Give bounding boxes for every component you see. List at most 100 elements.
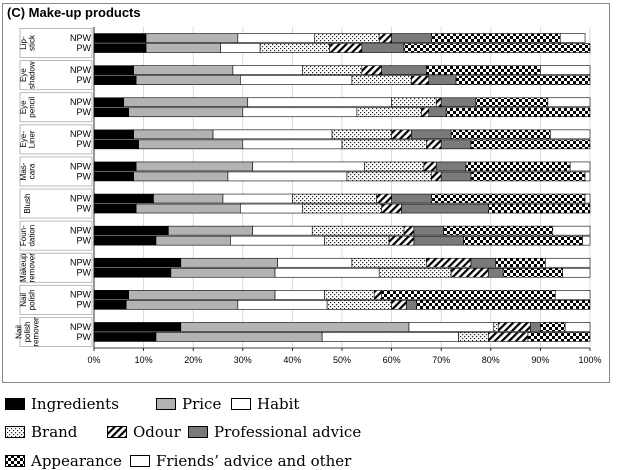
row-label-eye-liner-npw: NPW <box>70 129 92 139</box>
bar-makeup-remover-pw-friends-advice-and-other <box>562 267 591 278</box>
bar-blush-pw-appearance <box>488 203 591 214</box>
bar-eye-pencil-pw-professional-advice <box>428 107 447 118</box>
bar-nail-polish-remover-npw-appearance <box>540 322 566 332</box>
group-label-blush-0: Blush <box>23 194 32 214</box>
bar-nail-polish-remover-pw-appearance <box>527 332 591 342</box>
bar-mas-cara-npw-appearance <box>465 161 571 172</box>
legend-label-habit: Habit <box>257 395 300 413</box>
bar-eye-liner-pw-odour <box>426 139 442 150</box>
bar-mas-cara-npw-brand <box>364 161 425 172</box>
row-label-eye-pencil-npw: NPW <box>70 97 92 107</box>
group-label-nail-polish-remover-1: polish <box>23 321 32 342</box>
group-label-mas-cara-0: Mas- <box>19 162 28 180</box>
legend-swatch-appearance <box>5 455 25 467</box>
bar-nail-polish-pw-odour <box>391 300 407 310</box>
x-tick-label-6: 60% <box>383 355 401 365</box>
row-label-blush-pw: PW <box>77 203 92 213</box>
bar-foun-dation-pw-habit <box>230 235 325 246</box>
bar-lip-stick-npw-professional-advice <box>391 33 432 43</box>
bar-lip-stick-npw-friends-advice-and-other <box>559 33 586 43</box>
row-label-lip-stick-npw: NPW <box>70 33 92 43</box>
group-label-foun-dation-0: Foun- <box>19 225 28 246</box>
legend-swatch-friends-advice <box>130 455 150 467</box>
bar-eye-shadow-npw-ingredients <box>93 65 134 75</box>
bar-makeup-remover-npw-brand <box>351 257 427 268</box>
bar-eye-pencil-npw-friends-advice-and-other <box>547 97 591 108</box>
bar-nail-polish-pw-habit <box>237 300 328 310</box>
chart-frame <box>2 3 610 383</box>
row-label-eye-liner-pw: PW <box>77 139 92 149</box>
legend-label-ingredients: Ingredients <box>31 395 119 413</box>
row-label-lip-stick-pw: PW <box>77 43 92 53</box>
legend-item-odour: Odour <box>107 422 181 441</box>
row-label-eye-shadow-npw: NPW <box>70 65 92 75</box>
bar-mas-cara-pw-habit <box>227 171 348 182</box>
bar-foun-dation-npw-odour <box>403 225 415 236</box>
bar-lip-stick-npw-price <box>145 33 239 43</box>
group-label-lip-stick-0: Lip- <box>19 36 28 50</box>
group-label-nail-polish-remover-2: remover <box>32 317 41 347</box>
bar-eye-liner-pw-appearance <box>470 139 591 150</box>
bar-nail-polish-remover-npw-habit <box>408 322 494 332</box>
bar-foun-dation-pw-professional-advice <box>413 235 464 246</box>
legend-item-brand: Brand <box>5 422 77 441</box>
x-tick-label-1: 10% <box>135 355 153 365</box>
bar-eye-shadow-npw-habit <box>232 65 303 75</box>
x-tick-label-5: 50% <box>333 355 351 365</box>
bar-nail-polish-remover-pw-ingredients <box>93 332 157 342</box>
bar-eye-liner-npw-professional-advice <box>411 129 452 140</box>
legend-label-price: Price <box>182 395 222 413</box>
bar-nail-polish-pw-appearance <box>416 300 591 310</box>
bar-eye-liner-npw-brand <box>331 129 392 140</box>
bar-makeup-remover-pw-odour <box>450 267 489 278</box>
bar-makeup-remover-pw-habit <box>274 267 380 278</box>
bar-eye-shadow-pw-brand <box>351 75 412 85</box>
bar-lip-stick-npw-brand <box>314 33 380 43</box>
bar-nail-polish-remover-npw-brand <box>492 322 499 332</box>
group-label-foun-dation-1: dation <box>27 225 36 247</box>
group-label-eye-pencil-0: Eye <box>19 100 28 114</box>
bar-makeup-remover-pw-ingredients <box>93 267 172 278</box>
bar-mas-cara-pw-appearance <box>470 171 586 182</box>
group-label-eye-shadow-0: Eye <box>19 68 28 82</box>
bar-eye-shadow-pw-ingredients <box>93 75 137 85</box>
legend-label-odour: Odour <box>133 423 181 441</box>
row-label-eye-shadow-pw: PW <box>77 75 92 85</box>
bar-makeup-remover-npw-friends-advice-and-other <box>545 257 591 268</box>
bar-blush-npw-professional-advice <box>391 193 432 204</box>
bar-lip-stick-pw-price <box>145 43 221 53</box>
bar-mas-cara-pw-brand <box>346 171 432 182</box>
bar-eye-liner-npw-friends-advice-and-other <box>550 129 591 140</box>
group-label-nail-polish-1: polish <box>27 289 36 310</box>
legend: Ingredients Price Habit Brand Odour Prof… <box>0 389 623 470</box>
legend-item-ingredients: Ingredients <box>5 394 119 413</box>
bar-nail-polish-remover-pw-price <box>155 332 323 342</box>
bar-blush-pw-habit <box>240 203 303 214</box>
bar-lip-stick-npw-appearance <box>430 33 561 43</box>
bar-nail-polish-npw-brand <box>324 290 375 300</box>
bar-blush-pw-ingredients <box>93 203 137 214</box>
bar-eye-liner-npw-habit <box>212 129 333 140</box>
bar-foun-dation-pw-price <box>155 235 231 246</box>
group-label-eye-shadow-1: shadow <box>27 61 36 89</box>
row-label-nail-polish-remover-npw: NPW <box>70 322 92 332</box>
bar-mas-cara-npw-odour <box>423 161 437 172</box>
bar-mas-cara-npw-professional-advice <box>435 161 467 172</box>
bar-foun-dation-pw-odour <box>388 235 415 246</box>
x-tick-label-7: 70% <box>432 355 450 365</box>
bar-nail-polish-npw-appearance <box>381 290 556 300</box>
bar-lip-stick-pw-brand <box>259 43 330 53</box>
bar-blush-pw-odour <box>381 203 402 214</box>
row-label-makeup-remover-pw: PW <box>77 268 92 278</box>
bar-foun-dation-npw-habit <box>252 225 313 236</box>
bar-nail-polish-pw-ingredients <box>93 300 127 310</box>
bar-foun-dation-npw-ingredients <box>93 225 169 236</box>
bar-blush-npw-price <box>153 193 224 204</box>
bar-eye-pencil-pw-ingredients <box>93 107 130 118</box>
x-tick-label-0: 0% <box>87 355 100 365</box>
bar-eye-pencil-npw-brand <box>391 97 437 108</box>
bar-eye-liner-pw-habit <box>242 139 343 150</box>
group-label-eye-liner-0: Eye- <box>19 131 28 148</box>
bar-eye-liner-pw-professional-advice <box>440 139 472 150</box>
bar-eye-liner-pw-price <box>138 139 244 150</box>
